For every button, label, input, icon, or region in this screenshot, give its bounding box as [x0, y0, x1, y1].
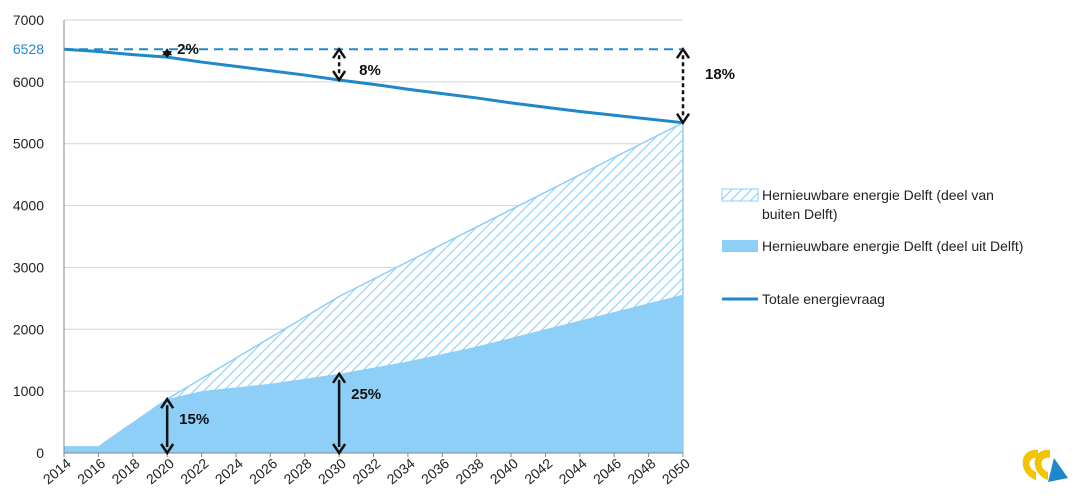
- arrow-head-up: [332, 46, 347, 59]
- arrow-head-down: [160, 443, 175, 456]
- hatched-area-outline: [64, 122, 684, 448]
- annotation-label: 8%: [359, 62, 381, 79]
- logo-yellow-arc-outer: [1022, 449, 1038, 480]
- y-tick-label: 5000: [13, 136, 44, 152]
- annotation-arrow: [332, 46, 347, 83]
- y-tick-label: 7000: [13, 12, 44, 28]
- delft-energy-logo-icon: [1022, 449, 1068, 482]
- arrow-head-down: [675, 112, 691, 125]
- arrow-head-up: [160, 396, 175, 409]
- x-tick-label: 2014: [40, 455, 74, 487]
- x-tick-label: 2040: [487, 455, 521, 487]
- logo-blue-triangle: [1048, 458, 1068, 482]
- y-tick-label: 4000: [13, 198, 44, 214]
- legend-swatch-hatched: [721, 188, 759, 202]
- y-tick-label: 2000: [13, 321, 44, 337]
- x-tick-label: 2034: [384, 455, 418, 487]
- x-tick-label: 2032: [349, 455, 383, 487]
- logo-yellow-arc-inner: [1034, 449, 1050, 480]
- y-tick-label: 0: [36, 445, 44, 461]
- y-tick-label: 1000: [13, 383, 44, 399]
- totale-energievraag-line: [63, 47, 684, 125]
- annotation-label: 15%: [179, 411, 209, 428]
- annotation-label: 25%: [351, 386, 381, 403]
- legend-label-continued: buiten Delft): [762, 206, 837, 222]
- reference-value-label: 6528: [13, 41, 44, 57]
- arrow-head-down: [332, 70, 347, 83]
- legend: Hernieuwbare energie Delft (deel van buit…: [721, 187, 1023, 307]
- legend-label: Hernieuwbare energie Delft (deel van: [762, 187, 994, 203]
- arrow-head-down: [332, 443, 347, 456]
- x-tick-label: 2020: [143, 455, 177, 487]
- y-tick-label: 6000: [13, 74, 44, 90]
- x-tick-label: 2024: [212, 455, 246, 487]
- x-tick-label: 2022: [177, 455, 211, 487]
- legend-label: Totale energievraag: [762, 291, 885, 307]
- annotation-arrow: [675, 46, 691, 125]
- y-tick-label: 3000: [13, 259, 44, 275]
- x-tick-label: 2036: [418, 455, 452, 487]
- x-tick-label: 2046: [590, 455, 624, 487]
- x-tick-label: 2050: [659, 455, 693, 487]
- arrow-head-down: [162, 51, 173, 59]
- annotation-arrow: [160, 396, 175, 456]
- x-tick-label: 2016: [74, 455, 108, 487]
- x-tick-label: 2018: [109, 455, 143, 487]
- annotations: 2% 8% 18% 15% 25%: [160, 41, 735, 456]
- annotation-arrow: [332, 371, 347, 456]
- x-tick-label: 2028: [280, 455, 314, 487]
- legend-swatch-solid: [722, 240, 758, 252]
- annotation-label: 18%: [705, 66, 735, 83]
- x-tick-label: 2048: [624, 455, 658, 487]
- area-layer: [64, 122, 684, 453]
- x-tick-label: 2042: [521, 455, 555, 487]
- legend-label: Hernieuwbare energie Delft (deel uit Del…: [762, 238, 1023, 254]
- x-tick-label: 2030: [315, 455, 349, 487]
- arrow-head-up: [675, 46, 691, 59]
- solid-area-uit-delft: [64, 294, 683, 453]
- x-tick-label: 2026: [246, 455, 280, 487]
- line-layer: [63, 47, 684, 125]
- x-tick-label: 2044: [556, 455, 590, 487]
- annotation-arrow-small: [162, 48, 173, 59]
- x-tick-label: 2038: [452, 455, 486, 487]
- annotation-label: 2%: [177, 41, 199, 58]
- arrow-head-up: [332, 371, 347, 384]
